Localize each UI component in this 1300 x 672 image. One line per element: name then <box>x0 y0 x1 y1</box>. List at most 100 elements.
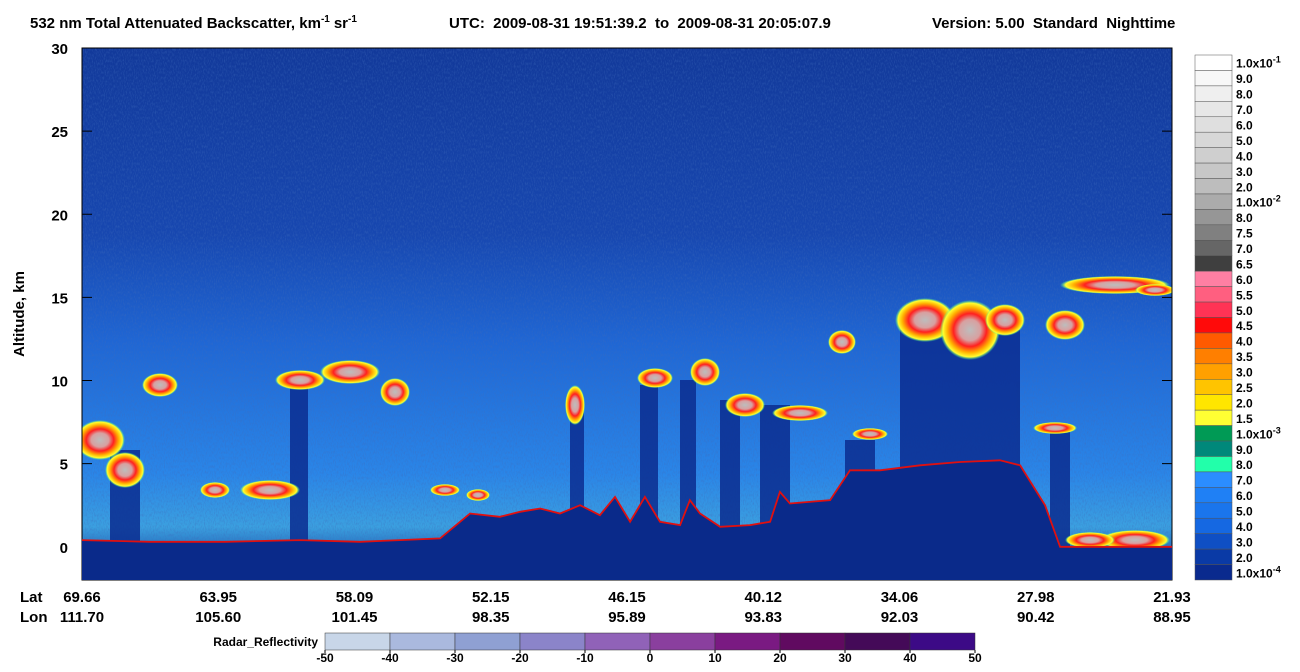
colorbar-label-text: 7.0 <box>1236 242 1253 256</box>
colorbar-label: 2.0 <box>1236 396 1253 410</box>
colorbar-box <box>1194 348 1233 365</box>
radar-box <box>649 632 716 651</box>
radar-tick-label: 0 <box>647 651 654 665</box>
colorbar-label-text: 7.0 <box>1236 474 1253 488</box>
radar-tick-label: -10 <box>576 651 594 665</box>
colorbar-label: 1.0x10-2 <box>1236 194 1281 210</box>
colorbar-box <box>1194 533 1233 550</box>
colorbar-label: 5.0 <box>1236 505 1253 519</box>
colorbar-label: 8.0 <box>1236 211 1253 225</box>
colorbar-box <box>1194 54 1233 71</box>
radar-box <box>519 632 586 651</box>
colorbar-label: 4.0 <box>1236 149 1253 163</box>
colorbar-box <box>1194 394 1233 411</box>
radar-tick-label: 30 <box>838 651 852 665</box>
colorbar-label-text: 2.5 <box>1236 381 1253 395</box>
colorbar-label-text: 6.0 <box>1236 118 1253 132</box>
colorbar-box <box>1194 255 1233 272</box>
colorbar-label-sup: -1 <box>1273 55 1281 65</box>
colorbar-box <box>1194 301 1233 318</box>
lat-tick-label: 58.09 <box>336 589 374 606</box>
lat-tick-label: 69.66 <box>63 589 101 606</box>
lon-tick-label: 111.70 <box>60 609 104 626</box>
lon-tick-label: 101.45 <box>332 609 378 626</box>
colorbar-label: 5.0 <box>1236 304 1253 318</box>
y-tick-label: 25 <box>51 124 68 141</box>
colorbar-box <box>1194 162 1233 179</box>
colorbar-label: 9.0 <box>1236 443 1253 457</box>
colorbar-box <box>1194 240 1233 256</box>
title-version: Version: 5.00 Standard Nighttime <box>932 15 1175 32</box>
colorbar-label-text: 4.5 <box>1236 319 1253 333</box>
lon-tick-label: 98.35 <box>472 609 510 626</box>
title-main: 532 nm Total Attenuated Backscatter, km <box>30 15 321 32</box>
y-axis-label: Altitude, km <box>11 271 28 357</box>
colorbar-label: 7.0 <box>1236 242 1253 256</box>
colorbar-label-text: 6.0 <box>1236 273 1253 287</box>
colorbar-label-text: 9.0 <box>1236 443 1253 457</box>
colorbar-label-sup: -2 <box>1273 194 1281 204</box>
colorbar-box <box>1194 471 1233 488</box>
y-tick-label: 15 <box>51 290 68 307</box>
y-tick-label: 30 <box>51 41 68 58</box>
colorbar-label: 2.5 <box>1236 381 1253 395</box>
colorbar-label-text: 3.5 <box>1236 350 1253 364</box>
colorbar-label-text: 8.0 <box>1236 211 1253 225</box>
colorbar-label: 7.0 <box>1236 103 1253 117</box>
colorbar-box <box>1194 224 1233 241</box>
lat-tick-label: 63.95 <box>199 589 237 606</box>
radar-box <box>389 632 456 651</box>
colorbar-label: 4.0 <box>1236 335 1253 349</box>
lon-tick-label: 93.83 <box>744 609 782 626</box>
colorbar-box <box>1194 116 1233 133</box>
radar-tick-label: -40 <box>381 651 399 665</box>
colorbar-label-text: 1.0x10 <box>1236 196 1273 210</box>
colorbar-label: 7.0 <box>1236 474 1253 488</box>
radar-tick-label: -20 <box>511 651 529 665</box>
colorbar-label: 2.0 <box>1236 551 1253 565</box>
surface-line <box>82 459 1172 548</box>
colorbar-label-text: 8.0 <box>1236 458 1253 472</box>
colorbar-label-text: 1.0x10 <box>1236 427 1273 441</box>
y-tick-label: 10 <box>51 374 68 391</box>
colorbar-label: 1.0x10-4 <box>1236 564 1281 580</box>
colorbar-label: 5.0 <box>1236 134 1253 148</box>
colorbar-label: 6.5 <box>1236 257 1253 271</box>
lon-tick-label: 95.89 <box>608 609 646 626</box>
colorbar-label: 4.5 <box>1236 319 1253 333</box>
colorbar-box <box>1194 363 1233 380</box>
radar-tick-label: -30 <box>446 651 464 665</box>
lat-tick-label: 34.06 <box>881 589 919 606</box>
colorbar-label-text: 7.5 <box>1236 227 1253 241</box>
colorbar-box <box>1194 502 1233 519</box>
lat-tick-label: 46.15 <box>608 589 646 606</box>
ground-area <box>82 460 1172 580</box>
colorbar-box <box>1194 286 1233 303</box>
colorbar-box <box>1194 456 1233 473</box>
colorbar-label: 1.5 <box>1236 412 1253 426</box>
colorbar-label-text: 4.0 <box>1236 335 1253 349</box>
colorbar-label: 3.0 <box>1236 535 1253 549</box>
radar-box <box>779 632 846 651</box>
colorbar-box <box>1194 379 1233 395</box>
title-sup: -1 <box>348 14 357 25</box>
y-tick-label: 0 <box>60 540 68 557</box>
colorbar-label-text: 5.0 <box>1236 134 1253 148</box>
colorbar-label-text: 3.0 <box>1236 535 1253 549</box>
surface-group <box>82 459 1172 580</box>
colorbar-box <box>1194 440 1233 457</box>
colorbar-label: 3.0 <box>1236 366 1253 380</box>
colorbar-label-sup: -3 <box>1273 425 1281 435</box>
colorbar-label-sup: -4 <box>1273 564 1281 574</box>
colorbar-label-text: 1.0x10 <box>1236 566 1273 580</box>
colorbar-box <box>1194 70 1233 87</box>
radar-tick-label: 20 <box>773 651 787 665</box>
colorbar-label-text: 7.0 <box>1236 103 1253 117</box>
colorbar-label: 8.0 <box>1236 458 1253 472</box>
colorbar-label-text: 2.0 <box>1236 396 1253 410</box>
colorbar-box <box>1194 332 1233 349</box>
colorbar-label-text: 6.5 <box>1236 257 1253 271</box>
radar-box <box>454 632 521 651</box>
colorbar-label: 6.0 <box>1236 489 1253 503</box>
